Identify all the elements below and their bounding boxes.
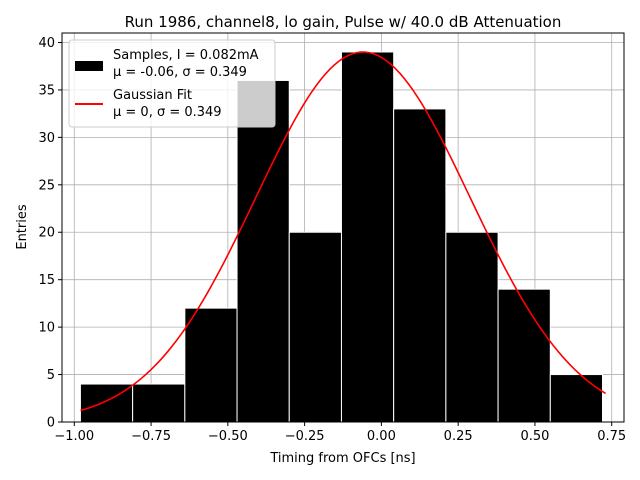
histogram-bar bbox=[132, 383, 186, 423]
y-axis-label: Entries bbox=[15, 204, 30, 250]
x-axis-label: Timing from OFCs [ns] bbox=[269, 451, 415, 466]
gaussian-fit-line bbox=[80, 51, 606, 412]
x-tick-label: 0.00 bbox=[367, 429, 396, 444]
legend-samples-swatch bbox=[75, 61, 103, 71]
histogram-bar bbox=[549, 374, 604, 423]
legend-samples-line1: Samples, I = 0.082mA bbox=[113, 48, 259, 63]
y-tick-label: 35 bbox=[38, 83, 55, 98]
y-tick-label: 0 bbox=[47, 416, 55, 431]
x-tick-label: −0.25 bbox=[285, 429, 325, 444]
x-tick-label: 0.50 bbox=[520, 429, 549, 444]
histogram-bar bbox=[445, 231, 499, 423]
gaussian-fit bbox=[80, 51, 606, 412]
legend-samples-line2: μ = -0.06, σ = 0.349 bbox=[113, 65, 247, 80]
legend-box bbox=[68, 39, 276, 128]
legend: Samples, I = 0.082mA μ = -0.06, σ = 0.34… bbox=[68, 39, 276, 128]
x-tick-label: −1.00 bbox=[54, 429, 94, 444]
y-tick-label: 10 bbox=[38, 321, 55, 336]
y-tick-label: 20 bbox=[38, 226, 55, 241]
y-tick-label: 5 bbox=[47, 368, 55, 383]
x-tick-label: −0.75 bbox=[131, 429, 171, 444]
x-tick-label: 0.25 bbox=[444, 429, 473, 444]
histogram-bar bbox=[497, 288, 551, 423]
y-tick-label: 40 bbox=[38, 36, 55, 51]
y-tick-label: 15 bbox=[38, 273, 55, 288]
histogram-bar bbox=[340, 51, 395, 423]
x-tick-label: 0.75 bbox=[597, 429, 626, 444]
plot-frame bbox=[61, 32, 625, 423]
y-axis-ticks: 0 5 10 15 20 25 30 35 40 bbox=[38, 36, 62, 431]
chart-title: Run 1986, channel8, lo gain, Pulse w/ 40… bbox=[125, 13, 562, 31]
legend-fit-line2: μ = 0, σ = 0.349 bbox=[113, 105, 222, 120]
legend-fit-line1: Gaussian Fit bbox=[113, 88, 192, 103]
histogram-bar bbox=[236, 79, 290, 423]
y-tick-label: 25 bbox=[38, 178, 55, 193]
y-tick-label: 30 bbox=[38, 131, 55, 146]
x-axis-ticks: −1.00 −0.75 −0.50 −0.25 0.00 0.25 0.50 0.75 bbox=[54, 422, 626, 444]
histogram-bar bbox=[288, 231, 342, 423]
histogram-bar bbox=[184, 307, 238, 423]
x-tick-label: −0.50 bbox=[208, 429, 248, 444]
histogram-bars bbox=[79, 51, 604, 423]
histogram-bar bbox=[393, 108, 447, 423]
histogram-bar bbox=[79, 383, 134, 423]
